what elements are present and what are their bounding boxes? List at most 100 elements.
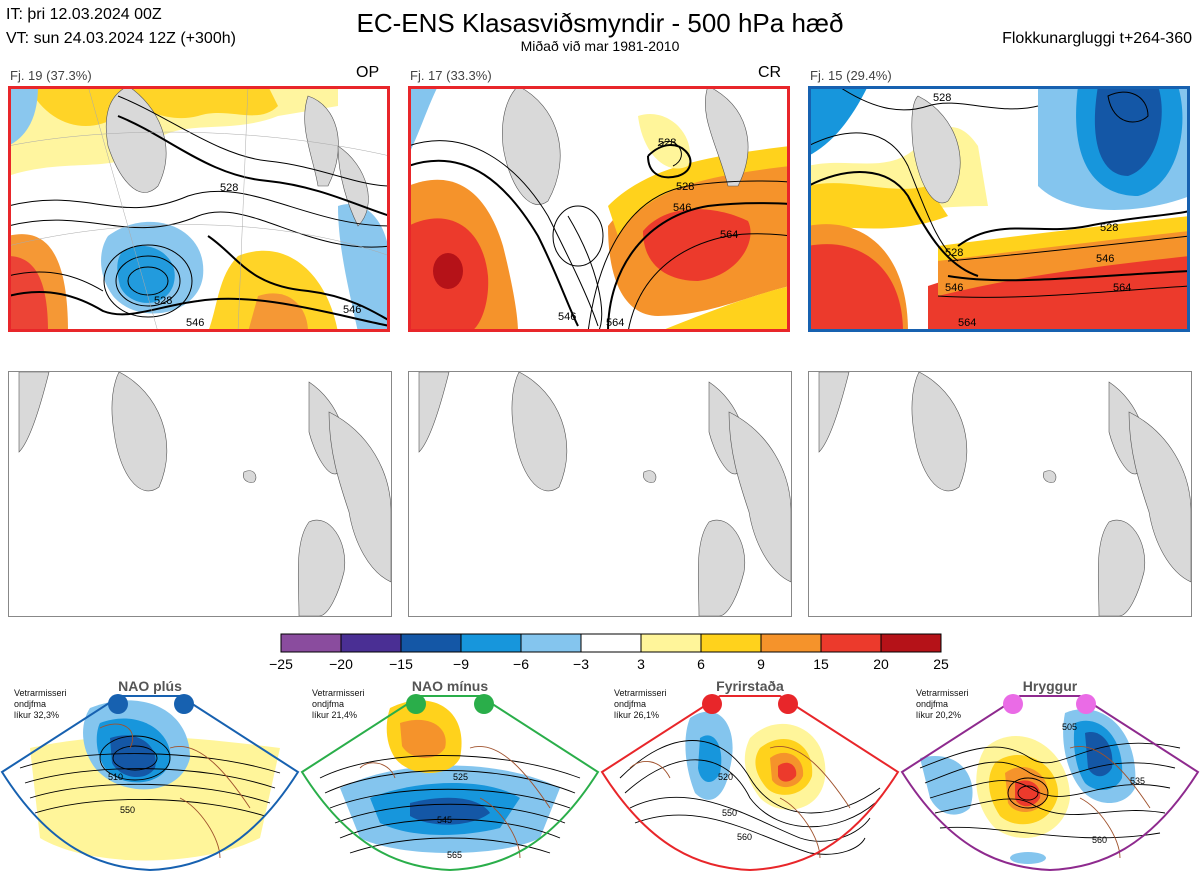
cluster-1-contour-label: 528 [154, 295, 172, 307]
cluster-2-label: Fj. 17 (33.3%) [410, 68, 492, 83]
regime-2-contour-label: 545 [437, 815, 452, 825]
regime-3-name: Fyrirstaða [716, 678, 784, 694]
cluster-2-tag: CR [758, 64, 782, 81]
regime-3-contour-label: 550 [722, 808, 737, 818]
regime-2-season: Vetrarmisseri [312, 688, 365, 698]
regime-1-dot-left [108, 694, 128, 714]
regime-2-name: NAO mínus [411, 678, 489, 694]
colorbar-swatch [400, 633, 462, 653]
regime-3-map: 520 550 560 [600, 688, 900, 872]
regime-3-months: ondjfma [614, 699, 647, 709]
cluster-1-contour-label: 528 [220, 182, 238, 194]
cluster-2-contour-label: 564 [606, 317, 624, 329]
cluster-3-frame [808, 86, 1190, 332]
regime-4-info: Vetrarmisseri ondjfma líkur 20,2% [916, 688, 969, 721]
regime-3-contour-label: 560 [737, 832, 752, 842]
regime-1-dot-right [174, 694, 194, 714]
colorbar-tick-label: −3 [573, 656, 589, 672]
colorbar [280, 633, 942, 653]
colorbar-tick-label: 20 [873, 656, 889, 672]
cluster-2-contour-label: 564 [720, 229, 738, 241]
regime-4-probability: líkur 20,2% [916, 710, 962, 720]
colorbar-swatch [580, 633, 642, 653]
regime-2-dot-right [474, 694, 494, 714]
cluster-3-label: Fj. 15 (29.4%) [810, 68, 892, 83]
regime-2-dot-left [406, 694, 426, 714]
cluster-2-contour-label: 546 [673, 202, 691, 214]
cluster-2-contour-label: 546 [558, 311, 576, 323]
regime-3-info: Vetrarmisseri ondjfma líkur 26,1% [614, 688, 667, 721]
classification-window: Flokkunargluggi t+264-360 [1002, 30, 1192, 47]
regime-2-probability: líkur 21,4% [312, 710, 358, 720]
cluster-3-contour-label: 528 [1100, 222, 1118, 234]
colorbar-ticks: −25 −20 −15 −9 −6 −3 3 6 9 15 20 25 [269, 656, 949, 674]
colorbar-swatch [880, 633, 942, 653]
colorbar-swatch [640, 633, 702, 653]
regime-2-months: ondjfma [312, 699, 345, 709]
colorbar-tick-label: −20 [329, 656, 353, 672]
cluster-2-map: 528 528 546 564 546 564 [408, 86, 790, 332]
colorbar-swatch [820, 633, 882, 653]
cluster-1-map: 528 528 546 546 [8, 86, 390, 332]
cluster-3-contour-label: 546 [945, 282, 963, 294]
cluster-3-contour-label: 564 [958, 317, 976, 329]
page-subtitle: Miðað við mar 1981-2010 [520, 38, 680, 54]
regime-3-contour-label: 520 [718, 772, 733, 782]
regime-1-map: 510 550 [0, 688, 300, 872]
regime-1-name: NAO plús [118, 678, 182, 694]
empty-map-3 [808, 371, 1192, 617]
empty-map-1 [8, 371, 392, 617]
regime-3-season: Vetrarmisseri [614, 688, 667, 698]
regime-1-season: Vetrarmisseri [14, 688, 67, 698]
cluster-3-map: 528 528 528 546 546 564 564 [808, 86, 1190, 332]
page-title: EC-ENS Klasasviðsmyndir - 500 hPa hæð [356, 8, 844, 38]
cluster-3-contour-label: 528 [933, 92, 951, 104]
regime-2-map: 525 545 565 [300, 688, 600, 872]
cluster-3-contour-label: 546 [1096, 253, 1114, 265]
colorbar-swatch [280, 633, 342, 653]
regime-1-months: ondjfma [14, 699, 47, 709]
colorbar-swatch [340, 633, 402, 653]
regime-2-info: Vetrarmisseri ondjfma líkur 21,4% [312, 688, 365, 721]
regime-4-contour-label: 505 [1062, 722, 1077, 732]
regime-4-months: ondjfma [916, 699, 949, 709]
regime-4-dot-right [1076, 694, 1096, 714]
regime-4-name: Hryggur [1022, 678, 1078, 694]
regime-2-contour-label: 565 [447, 850, 462, 860]
regime-1-probability: líkur 32,3% [14, 710, 60, 720]
initial-time: IT: þri 12.03.2024 00Z [6, 6, 162, 23]
cluster-2-contour-label: 528 [658, 137, 676, 149]
cluster-1-tag: OP [356, 64, 380, 81]
regime-3-dot-left [702, 694, 722, 714]
cluster-2-frame [408, 86, 790, 332]
colorbar-tick-label: 3 [637, 656, 645, 672]
colorbar-tick-label: 25 [933, 656, 949, 672]
empty-map-2 [408, 371, 792, 617]
colorbar-tick-label: −15 [389, 656, 413, 672]
colorbar-swatch [520, 633, 582, 653]
regime-3-probability: líkur 26,1% [614, 710, 660, 720]
regime-1-info: Vetrarmisseri ondjfma líkur 32,3% [14, 688, 67, 721]
regime-4-contour-label: 560 [1092, 835, 1107, 845]
cluster-1-frame [8, 86, 390, 332]
regime-4-contour-label: 535 [1130, 776, 1145, 786]
regime-4-season: Vetrarmisseri [916, 688, 969, 698]
colorbar-swatch [460, 633, 522, 653]
colorbar-tick-label: −6 [513, 656, 529, 672]
regime-1-contour-label: 510 [108, 772, 123, 782]
colorbar-tick-label: 15 [813, 656, 829, 672]
regime-4-dot-left [1003, 694, 1023, 714]
regime-2-contour-label: 525 [453, 772, 468, 782]
regime-3-dot-right [778, 694, 798, 714]
cluster-3-contour-label: 528 [945, 247, 963, 259]
regime-1-contour-label: 550 [120, 805, 135, 815]
colorbar-swatch [700, 633, 762, 653]
cluster-2-contour-label: 528 [676, 181, 694, 193]
colorbar-tick-label: 6 [697, 656, 705, 672]
colorbar-tick-label: 9 [757, 656, 765, 672]
colorbar-tick-label: −25 [269, 656, 293, 672]
colorbar-tick-label: −9 [453, 656, 469, 672]
cluster-1-contour-label: 546 [186, 317, 204, 329]
cluster-1-contour-label: 546 [343, 304, 361, 316]
valid-time: VT: sun 24.03.2024 12Z (+300h) [6, 30, 236, 47]
